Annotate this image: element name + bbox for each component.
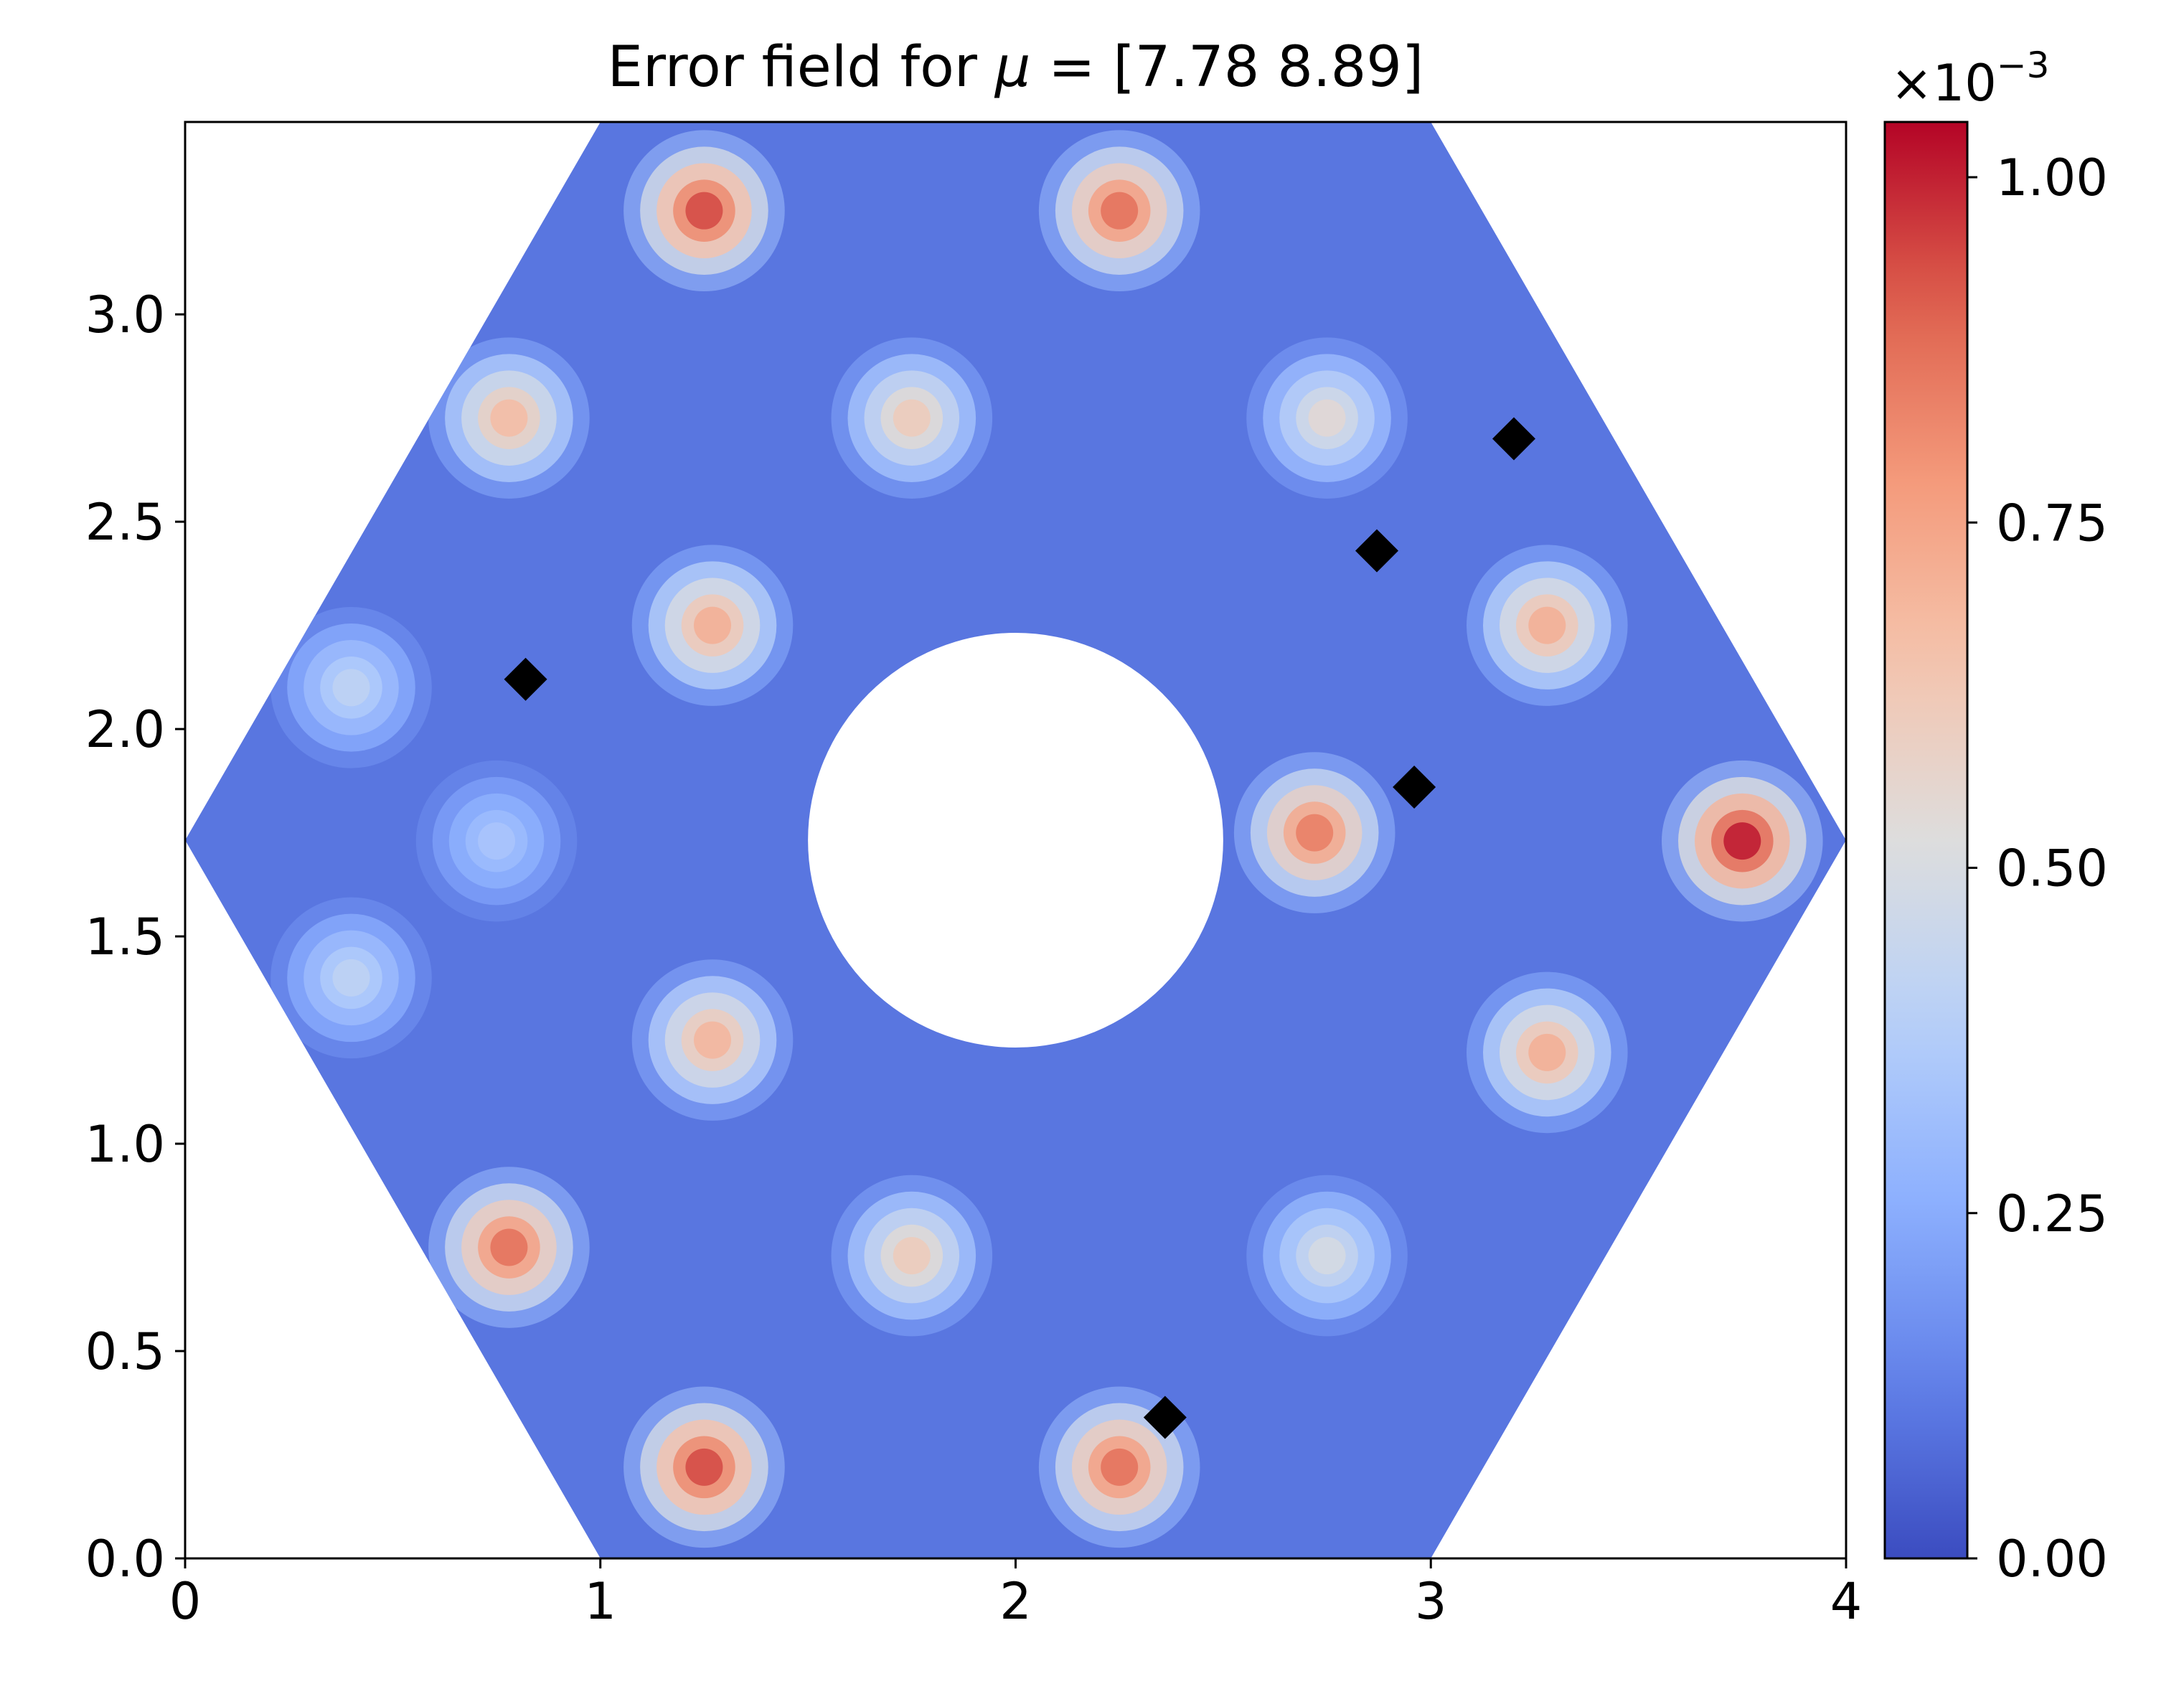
hotspot-level xyxy=(685,192,723,230)
x-tick-label: 1 xyxy=(584,1572,616,1631)
x-axis: 0 1 2 3 4 xyxy=(169,1558,1863,1631)
hotspot-level xyxy=(490,1228,528,1266)
hotspot-level xyxy=(1308,399,1346,437)
hotspot xyxy=(1662,760,1823,922)
colorbar-fill xyxy=(1885,122,1967,1558)
y-tick-label: 2.5 xyxy=(85,493,165,552)
diamond-marker xyxy=(504,657,547,701)
hotspot-level xyxy=(332,669,370,707)
diamond-marker xyxy=(1355,529,1399,573)
hotspot xyxy=(831,1175,993,1337)
chart-title-suffix: = [7.78 8.89] xyxy=(1030,35,1423,100)
hotspot-level xyxy=(1528,606,1566,644)
hotspot-level xyxy=(1101,1448,1139,1486)
marker-group xyxy=(504,417,1535,1439)
hotspot-level xyxy=(893,1237,931,1275)
colorbar-tick-label: 0.50 xyxy=(1996,839,2108,898)
x-tick-label: 4 xyxy=(1830,1572,1863,1631)
hotspot xyxy=(270,607,432,768)
colorbar-frame xyxy=(1883,121,1969,1560)
colorbar-tick-label: 0.25 xyxy=(1996,1185,2108,1243)
hotspot-level xyxy=(1723,822,1761,860)
hotspot xyxy=(415,760,578,922)
y-tick-label: 0.0 xyxy=(85,1530,165,1589)
colorbar: 0.00 0.25 0.50 0.75 1.00 xyxy=(1883,121,2108,1589)
chart-title-symbol: μ xyxy=(994,35,1031,100)
y-tick-label: 0.5 xyxy=(85,1322,165,1381)
x-tick-label: 0 xyxy=(169,1572,202,1631)
colorbar-multiplier-exponent: −3 xyxy=(1997,44,2050,86)
plot-area xyxy=(185,122,1846,1558)
hotspot-level xyxy=(1296,814,1334,852)
hotspot xyxy=(428,1167,590,1328)
x-tick-label: 3 xyxy=(1415,1572,1447,1631)
y-tick-label: 2.0 xyxy=(85,700,165,759)
y-tick-label: 1.5 xyxy=(85,908,165,966)
hotspot-level xyxy=(1101,192,1139,230)
error-field-domain xyxy=(185,122,1846,1558)
hotspot-level xyxy=(478,822,516,860)
hotspot xyxy=(1467,545,1628,706)
colorbar-tick-label: 1.00 xyxy=(1996,149,2108,207)
y-tick-label: 3.0 xyxy=(85,286,165,344)
hotspot xyxy=(631,959,794,1121)
hotspot-level xyxy=(332,959,370,997)
hotspot-level xyxy=(490,399,528,437)
hotspot xyxy=(623,130,785,291)
diamond-marker xyxy=(1492,417,1535,461)
chart-title: Error field for μ = [7.78 8.89] xyxy=(608,35,1424,100)
colorbar-multiplier: ×10−3 xyxy=(1891,44,2049,113)
y-tick-label: 1.0 xyxy=(85,1115,165,1174)
hotspot xyxy=(1246,1175,1408,1337)
y-axis: 0.0 0.5 1.0 1.5 2.0 2.5 3.0 xyxy=(85,286,185,1589)
colorbar-multiplier-base: ×10 xyxy=(1891,54,1997,113)
hotspot xyxy=(623,1386,785,1548)
hotspot xyxy=(428,337,590,499)
x-tick-label: 2 xyxy=(999,1572,1032,1631)
hotspot xyxy=(1038,130,1200,291)
hotspot xyxy=(270,897,432,1059)
hotspot-level xyxy=(893,399,931,437)
central-hole xyxy=(808,633,1223,1048)
hotspot-level xyxy=(685,1448,723,1486)
colorbar-tick-label: 0.75 xyxy=(1996,494,2108,552)
hotspot-level xyxy=(694,606,732,644)
hotspot xyxy=(1233,752,1395,913)
hotspot xyxy=(1467,971,1628,1134)
hotspot xyxy=(631,545,794,706)
diamond-marker xyxy=(1143,1396,1187,1439)
hotspot xyxy=(1246,337,1408,499)
chart-title-prefix: Error field for xyxy=(608,35,995,100)
hotspot-level xyxy=(694,1021,732,1059)
colorbar-tick-label: 0.00 xyxy=(1996,1530,2108,1589)
diamond-marker xyxy=(1393,766,1436,809)
hotspot-level xyxy=(1308,1237,1346,1275)
hotspot-level xyxy=(1528,1033,1566,1071)
hotspot xyxy=(831,337,993,499)
